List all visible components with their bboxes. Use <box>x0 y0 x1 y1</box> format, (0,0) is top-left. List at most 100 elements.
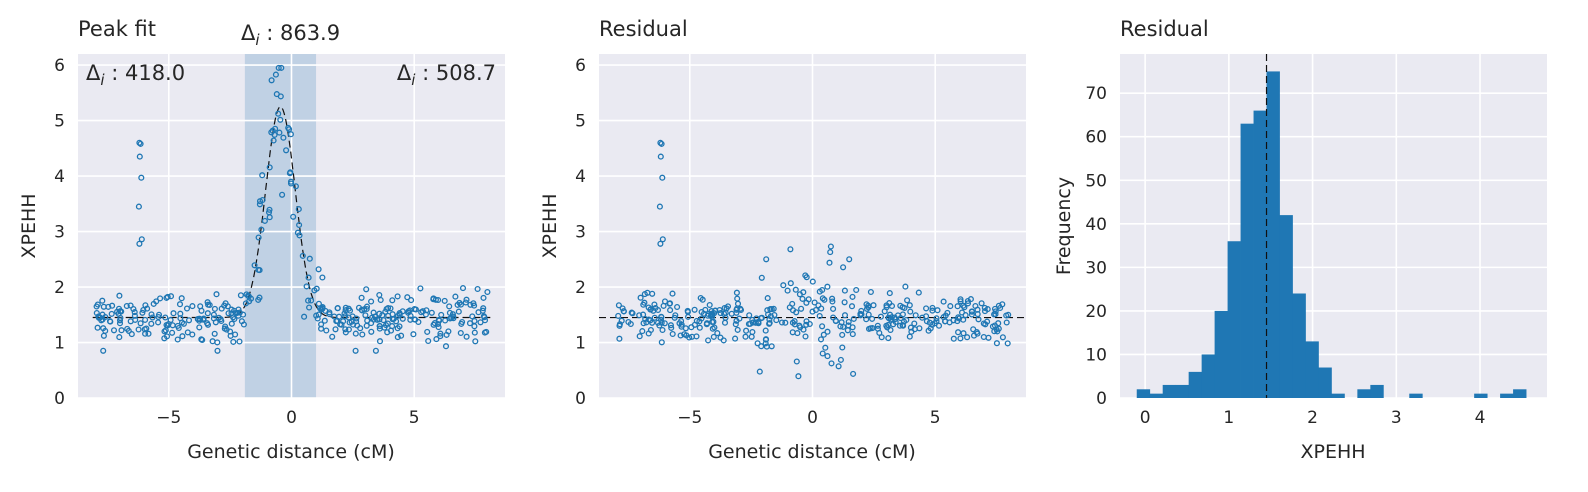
data-point <box>667 307 674 314</box>
data-point <box>693 317 700 324</box>
data-point <box>733 289 740 296</box>
histogram-bar <box>1149 393 1164 398</box>
data-point <box>841 287 848 294</box>
data-point <box>869 315 876 322</box>
data-point <box>107 318 114 325</box>
data-point <box>261 217 268 224</box>
y-tick-label: 0 <box>54 389 65 409</box>
data-point <box>850 370 857 377</box>
data-point <box>394 334 401 341</box>
data-point <box>345 326 352 333</box>
data-point <box>826 259 833 266</box>
data-point <box>225 310 232 317</box>
data-point <box>980 320 987 327</box>
data-point <box>180 320 187 327</box>
data-point <box>458 320 465 327</box>
data-point <box>780 282 787 289</box>
data-point <box>276 129 283 136</box>
data-point <box>136 139 143 146</box>
data-point <box>242 300 249 307</box>
data-point <box>234 309 241 316</box>
data-point <box>992 308 999 315</box>
data-point <box>285 124 292 131</box>
data-point <box>984 306 991 313</box>
data-point <box>479 307 486 314</box>
data-point <box>116 292 123 299</box>
data-point <box>306 255 313 262</box>
data-point <box>384 320 391 327</box>
data-point <box>865 325 873 332</box>
data-point <box>816 288 823 295</box>
histogram-bar <box>1253 110 1267 398</box>
data-point <box>387 305 394 312</box>
data-point <box>363 305 370 313</box>
data-point <box>933 315 940 322</box>
x-tick-label: 4 <box>1475 408 1486 428</box>
data-point <box>999 334 1006 341</box>
y-tick-label: 6 <box>54 56 65 76</box>
data-point <box>960 302 967 309</box>
data-point <box>149 314 156 321</box>
data-point <box>394 293 401 300</box>
data-point <box>342 313 349 320</box>
data-point <box>301 313 308 320</box>
data-point <box>890 321 897 328</box>
data-point <box>817 336 825 343</box>
histogram-bar <box>1292 293 1306 398</box>
data-point <box>749 328 756 336</box>
data-point <box>964 300 972 307</box>
data-point <box>865 311 872 318</box>
data-point <box>841 299 848 306</box>
data-point <box>962 312 969 319</box>
data-point <box>669 290 676 297</box>
data-point <box>245 292 252 299</box>
y-tick-label: 1 <box>575 334 586 354</box>
data-point <box>275 64 282 71</box>
data-point <box>235 312 242 319</box>
data-point <box>960 330 967 337</box>
data-point <box>764 295 771 302</box>
data-point <box>950 335 957 342</box>
histogram-bar <box>1331 393 1345 398</box>
data-point <box>434 320 442 328</box>
data-point <box>457 301 464 308</box>
data-point <box>423 307 430 314</box>
data-point <box>399 315 406 322</box>
data-point <box>764 307 771 314</box>
data-point <box>155 311 163 318</box>
data-point <box>315 300 322 307</box>
data-point <box>480 294 487 301</box>
data-point <box>342 307 349 314</box>
data-point <box>839 331 846 338</box>
annotation-left-width: Δi : 418.0 <box>86 61 185 89</box>
data-point <box>183 305 191 312</box>
data-point <box>964 297 971 305</box>
data-point <box>874 325 881 332</box>
data-point <box>205 301 212 308</box>
data-point <box>157 295 164 302</box>
data-point <box>442 317 449 324</box>
data-point <box>733 317 740 324</box>
x-tick-label: −5 <box>677 408 702 428</box>
histogram-bar <box>1318 367 1332 398</box>
data-point <box>370 309 377 316</box>
data-point <box>368 328 375 335</box>
data-point <box>683 332 690 339</box>
histogram-bar <box>1279 215 1293 398</box>
data-point <box>997 304 1004 312</box>
data-point <box>376 325 383 332</box>
data-point <box>198 307 205 314</box>
data-point <box>179 333 186 340</box>
data-point <box>818 305 825 312</box>
data-point <box>845 322 852 329</box>
data-point <box>352 347 359 354</box>
data-point <box>896 322 904 329</box>
y-tick-label: 30 <box>1085 258 1107 278</box>
data-point <box>682 325 689 332</box>
data-point <box>268 77 275 84</box>
data-point <box>215 314 222 321</box>
data-point <box>929 304 936 311</box>
data-point <box>796 291 803 298</box>
data-point <box>737 306 745 314</box>
